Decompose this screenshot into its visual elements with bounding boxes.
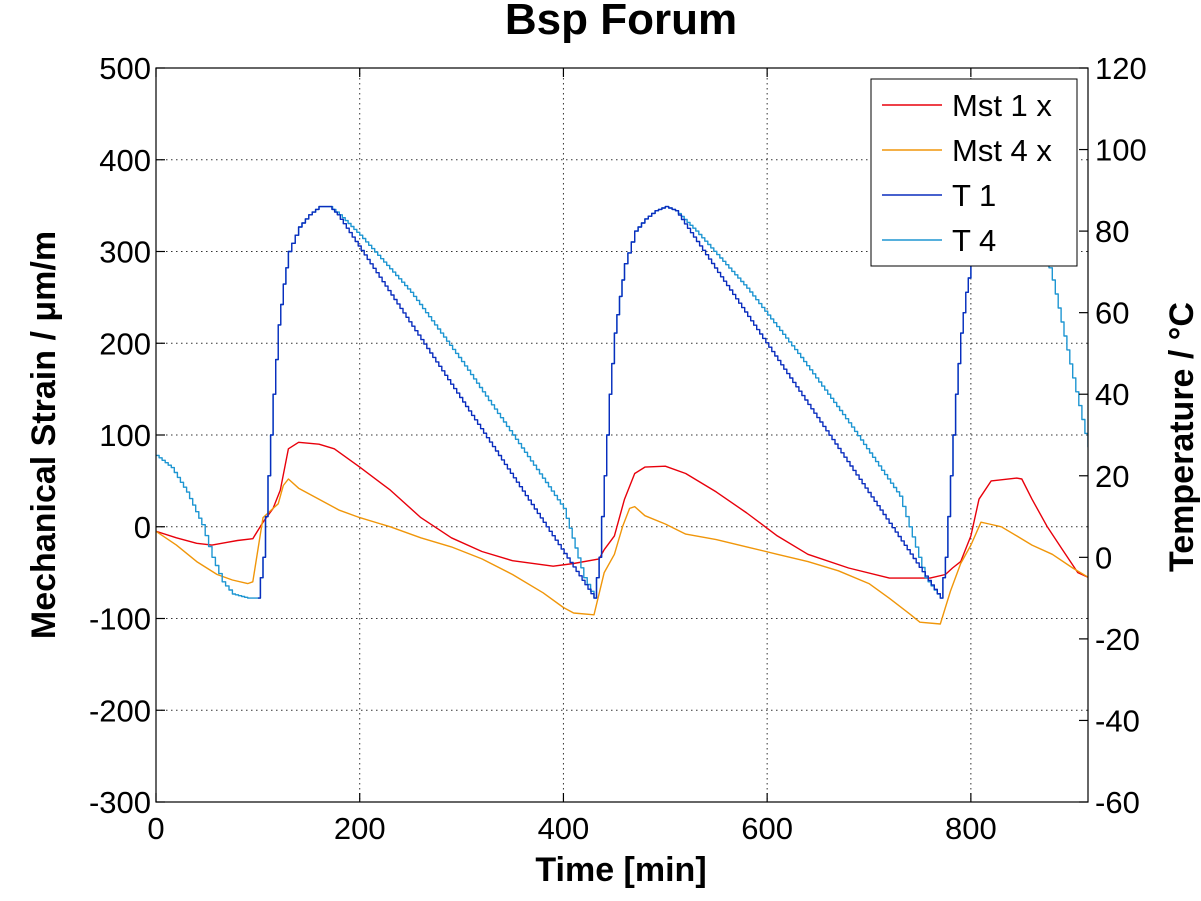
legend: Mst 1 x Mst 4 x T 1 T 4 [870, 78, 1078, 267]
legend-label: Mst 4 x [952, 133, 1052, 168]
chart-title: Bsp Forum [505, 0, 737, 44]
y2-tick-label: 20 [1095, 459, 1129, 494]
series-line-mst-1-x [156, 441, 1088, 579]
y-tick-label: 500 [99, 51, 151, 86]
series-layer [156, 205, 1088, 625]
x-tick-label: 600 [741, 811, 793, 846]
y-tick-label: 0 [134, 510, 151, 545]
legend-label: T 1 [952, 178, 996, 213]
y-tick-label: -200 [89, 693, 151, 728]
series-line-t-1 [257, 205, 972, 599]
y-tick-label: 100 [99, 418, 151, 453]
y-axis-title: Mechanical Strain / μm/m [25, 231, 63, 639]
y2-tick-label: 100 [1095, 133, 1147, 168]
y2-tick-label: 80 [1095, 214, 1129, 249]
y2-tick-label: 120 [1095, 51, 1147, 86]
y2-tick-label: -40 [1095, 703, 1140, 738]
y-tick-label: -100 [89, 602, 151, 637]
x-axis-title: Time [min] [535, 851, 706, 889]
y-tick-label: 200 [99, 326, 151, 361]
y2-tick-label: 40 [1095, 377, 1129, 412]
y-tick-label: -300 [89, 785, 151, 820]
y2-axis-title: Temperature / °C [1163, 302, 1201, 572]
y2-tick-label: 60 [1095, 296, 1129, 331]
y2-tick-label: -20 [1095, 622, 1140, 657]
x-tick-label: 400 [538, 811, 590, 846]
x-tick-label: 800 [945, 811, 997, 846]
x-tick-label: 200 [334, 811, 386, 846]
series-line-mst-4-x [156, 478, 1088, 625]
legend-label: Mst 1 x [952, 88, 1052, 123]
legend-label: T 4 [952, 223, 996, 258]
grid [156, 68, 1088, 802]
ticks: 0 200 400 600 800-300-200-100010020030040050… [89, 51, 1147, 846]
y-tick-label: 300 [99, 235, 151, 270]
y-tick-label: 400 [99, 143, 151, 178]
y2-tick-label: 0 [1095, 540, 1112, 575]
legend-box [870, 78, 1078, 267]
x-tick-label: 0 [147, 811, 164, 846]
y2-tick-label: -60 [1095, 785, 1140, 820]
